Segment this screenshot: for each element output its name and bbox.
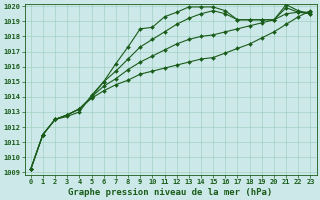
X-axis label: Graphe pression niveau de la mer (hPa): Graphe pression niveau de la mer (hPa): [68, 188, 273, 197]
